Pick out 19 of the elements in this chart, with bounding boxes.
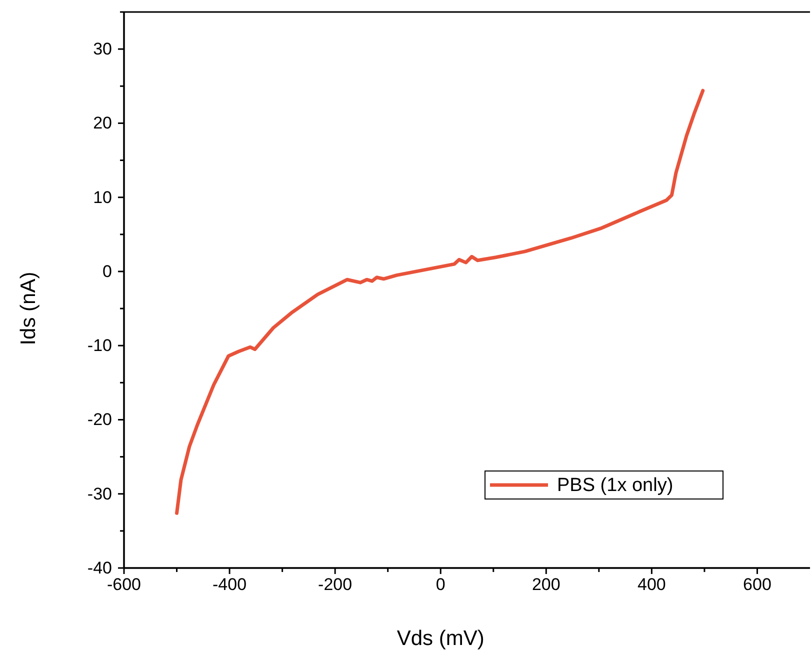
y-tick-label: -40: [87, 558, 112, 578]
legend-label: PBS (1x only): [557, 475, 674, 496]
y-tick-label: 10: [93, 188, 112, 207]
y-tick-label: 20: [93, 114, 112, 133]
y-axis-title: Ids (nA): [17, 272, 40, 346]
y-tick-label: 0: [102, 262, 112, 281]
x-tick-label: 400: [638, 575, 666, 594]
x-tick-label: 600: [743, 575, 772, 594]
x-tick-label: -600: [106, 575, 142, 594]
x-axis-title: Vds (mV): [396, 627, 484, 650]
y-tick-label: -10: [87, 336, 112, 356]
x-tick-label: -200: [318, 575, 352, 594]
x-tick-label: -400: [212, 575, 247, 594]
x-tick-label: 0: [436, 575, 446, 594]
x-tick-label: 200: [532, 575, 560, 594]
y-tick-label: 30: [93, 40, 112, 59]
y-tick-label: -30: [87, 484, 112, 504]
y-tick-label: -20: [87, 410, 112, 430]
line-series: [175, 88, 705, 515]
